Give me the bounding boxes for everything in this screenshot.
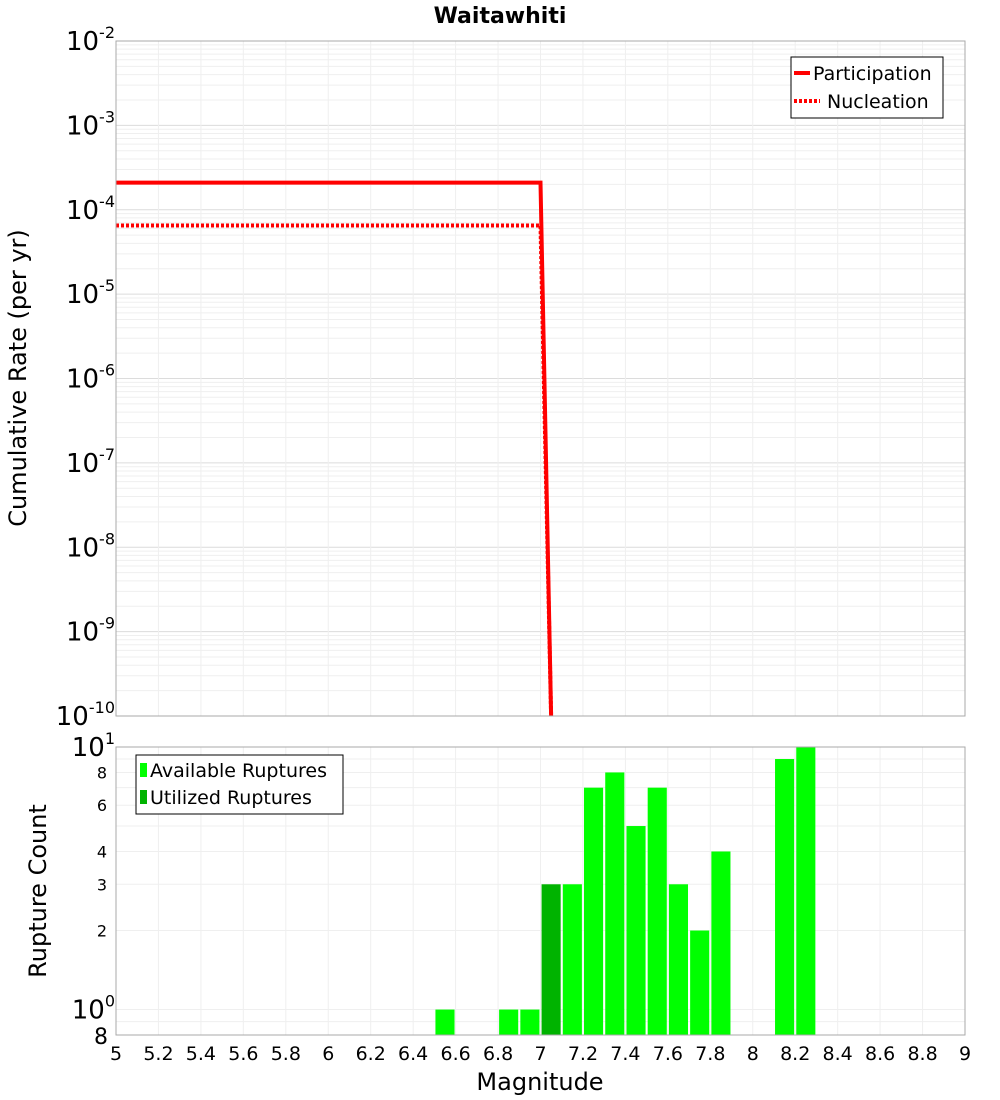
top-y-tick-label: 10-7 — [66, 445, 115, 479]
legend-nucleation-label: Nucleation — [827, 91, 929, 113]
available-ruptures-bar — [775, 759, 795, 1035]
bottom-x-axis-label: Magnitude — [476, 1068, 603, 1096]
x-tick-label: 6.2 — [356, 1043, 386, 1065]
bottom-bars — [435, 747, 816, 1035]
top-y-tick-label: 10-5 — [66, 276, 115, 310]
bottom-y-tick-label: 4 — [97, 842, 107, 861]
available-ruptures-bar — [605, 772, 625, 1035]
available-ruptures-bar — [796, 747, 816, 1035]
available-ruptures-bar — [647, 787, 667, 1035]
bottom-legend-box — [135, 754, 344, 815]
x-tick-label: 8 — [747, 1043, 759, 1065]
legend-participation-label: Participation — [813, 63, 932, 85]
top-plot-border — [115, 40, 966, 717]
top-grid — [115, 41, 966, 717]
legend-utilized-label: Utilized Ruptures — [150, 787, 312, 809]
available-ruptures-bar — [562, 884, 582, 1035]
x-tick-label: 6 — [322, 1043, 334, 1065]
utilized-ruptures-bar — [541, 884, 561, 1035]
x-tick-label: 7.2 — [568, 1043, 598, 1065]
bottom-y-tick-label: 6 — [97, 796, 107, 815]
bottom-y-power-label: 100 — [72, 992, 115, 1026]
available-ruptures-bar — [626, 826, 646, 1035]
x-tick-label: 6.8 — [483, 1043, 513, 1065]
top-y-axis-label: Cumulative Rate (per yr) — [4, 229, 32, 527]
x-tick-label: 6.6 — [440, 1043, 470, 1065]
bottom-plot-border — [115, 746, 966, 1036]
nucleation-line — [116, 223, 554, 717]
x-tick-label: 5 — [110, 1043, 122, 1065]
x-tick-label: 8.4 — [823, 1043, 853, 1065]
x-tick-label: 8.6 — [865, 1043, 895, 1065]
x-tick-label: 5.8 — [271, 1043, 301, 1065]
legend-available-label: Available Ruptures — [150, 760, 327, 782]
available-ruptures-bar — [690, 930, 710, 1035]
x-tick-label: 5.4 — [186, 1043, 216, 1065]
legend-utilized-swatch — [140, 790, 147, 804]
top-y-tick-label: 10-6 — [66, 361, 115, 395]
top-y-tick-label: 10-2 — [66, 23, 115, 57]
bottom-y-tick-label: 8 — [97, 763, 107, 782]
x-tick-label: 7 — [534, 1043, 546, 1065]
top-series — [116, 180, 554, 717]
top-y-tick-label: 10-8 — [66, 529, 115, 563]
x-tick-label: 7.6 — [653, 1043, 683, 1065]
available-ruptures-bar — [435, 1009, 455, 1035]
bottom-y-tick-label: 3 — [97, 875, 107, 894]
x-tick-label: 7.8 — [695, 1043, 725, 1065]
bottom-y-tick-label: 8 — [94, 1025, 108, 1050]
available-ruptures-bar — [711, 851, 731, 1035]
top-y-tick-label: 10-9 — [66, 614, 115, 648]
x-tick-label: 5.2 — [143, 1043, 173, 1065]
available-ruptures-bar — [584, 787, 604, 1035]
x-tick-label: 5.6 — [228, 1043, 258, 1065]
bottom-y-power-label: 101 — [72, 729, 115, 763]
x-tick-label: 8.2 — [780, 1043, 810, 1065]
top-legend-box — [790, 56, 944, 119]
x-tick-label: 7.4 — [610, 1043, 640, 1065]
bottom-x-ticks: 5 5.2 5.4 5.6 5.8 6 6.2 6.4 6.6 6.8 7 7.2 7.4 7.6 7.8 8… — [110, 1043, 971, 1065]
x-tick-label: 6.4 — [398, 1043, 428, 1065]
top-panel: 10-10 10-9 10-8 10-7 10-6 10-5 10-4 10-3 10-2 Cu… — [4, 23, 966, 732]
top-y-tick-label: 10-3 — [66, 107, 115, 141]
top-y-tick-label: 10-10 — [56, 698, 115, 732]
bottom-legend: Available Ruptures Utilized Ruptures — [135, 754, 344, 815]
x-tick-label: 9 — [959, 1043, 971, 1065]
available-ruptures-bar — [499, 1009, 519, 1035]
x-tick-label: 8.8 — [907, 1043, 937, 1065]
top-y-tick-label: 10-4 — [66, 192, 115, 226]
legend-available-swatch — [140, 763, 147, 777]
bottom-y-axis-label: Rupture Count — [24, 804, 52, 978]
top-legend: Participation Nucleation — [790, 56, 944, 119]
available-ruptures-bar — [668, 884, 689, 1035]
chart-title: Waitawhiti — [434, 4, 567, 29]
bottom-y-tick-label: 2 — [97, 922, 107, 941]
top-y-ticks: 10-10 10-9 10-8 10-7 10-6 10-5 10-4 10-3 10-2 — [56, 23, 115, 732]
available-ruptures-bar — [520, 1009, 540, 1035]
